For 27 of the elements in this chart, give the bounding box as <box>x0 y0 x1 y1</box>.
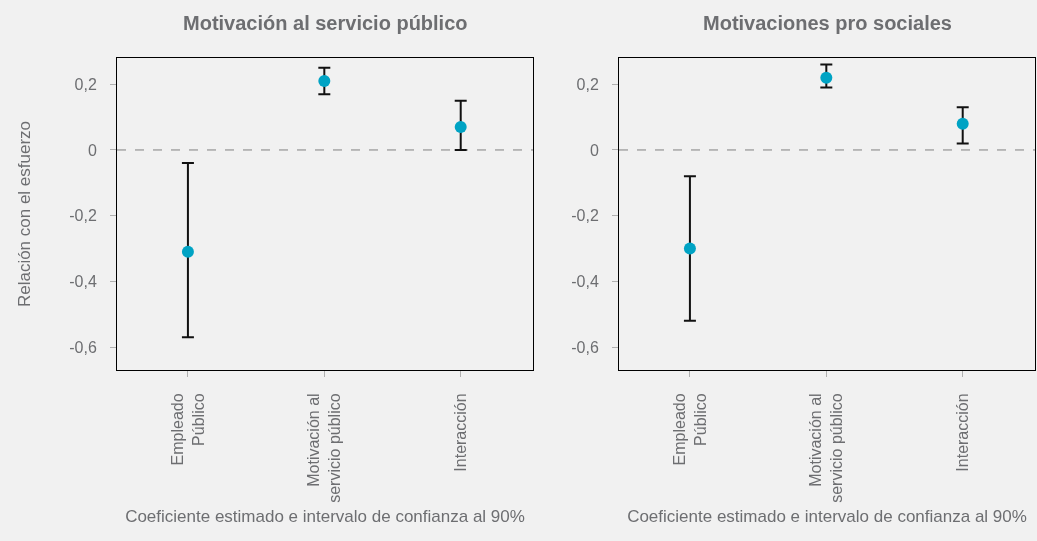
y-tick-label: 0,2 <box>576 75 599 93</box>
point <box>181 245 194 258</box>
y-tick-label: -0,4 <box>571 272 599 290</box>
x-tick-label: Motivación al servicio público <box>807 393 845 503</box>
x-tick-label: Interacción <box>953 393 971 472</box>
y-tick-label: 0 <box>87 141 97 159</box>
y-tick-label: -0,2 <box>571 207 599 225</box>
point <box>683 242 696 255</box>
x-tick-label: Interacción <box>451 393 469 472</box>
x-tick-label: Empleado Público <box>168 393 207 466</box>
y-tick-label: 0,2 <box>74 75 97 93</box>
chart-title: Motivación al servicio público <box>183 12 468 34</box>
point <box>318 74 331 87</box>
x-tick-label: Empleado Público <box>670 393 709 466</box>
y-tick-label: -0,2 <box>69 207 97 225</box>
x-axis-title: Coeficiente estimado e intervalo de confianza al 90% <box>125 507 525 527</box>
x-axis-title: Coeficiente estimado e intervalo de confianza al 90% <box>627 507 1027 527</box>
x-tick-label: Motivación al servicio público <box>305 393 343 503</box>
y-tick-label: 0 <box>589 141 599 159</box>
point <box>820 71 833 84</box>
y-axis-title: Relación con el esfuerzo <box>14 120 34 308</box>
point <box>454 120 467 133</box>
y-tick-label: -0,6 <box>571 338 599 356</box>
point <box>956 117 969 130</box>
y-tick-label: -0,4 <box>69 272 97 290</box>
chart-title: Motivaciones pro sociales <box>703 12 952 34</box>
y-tick-label: -0,6 <box>69 338 97 356</box>
